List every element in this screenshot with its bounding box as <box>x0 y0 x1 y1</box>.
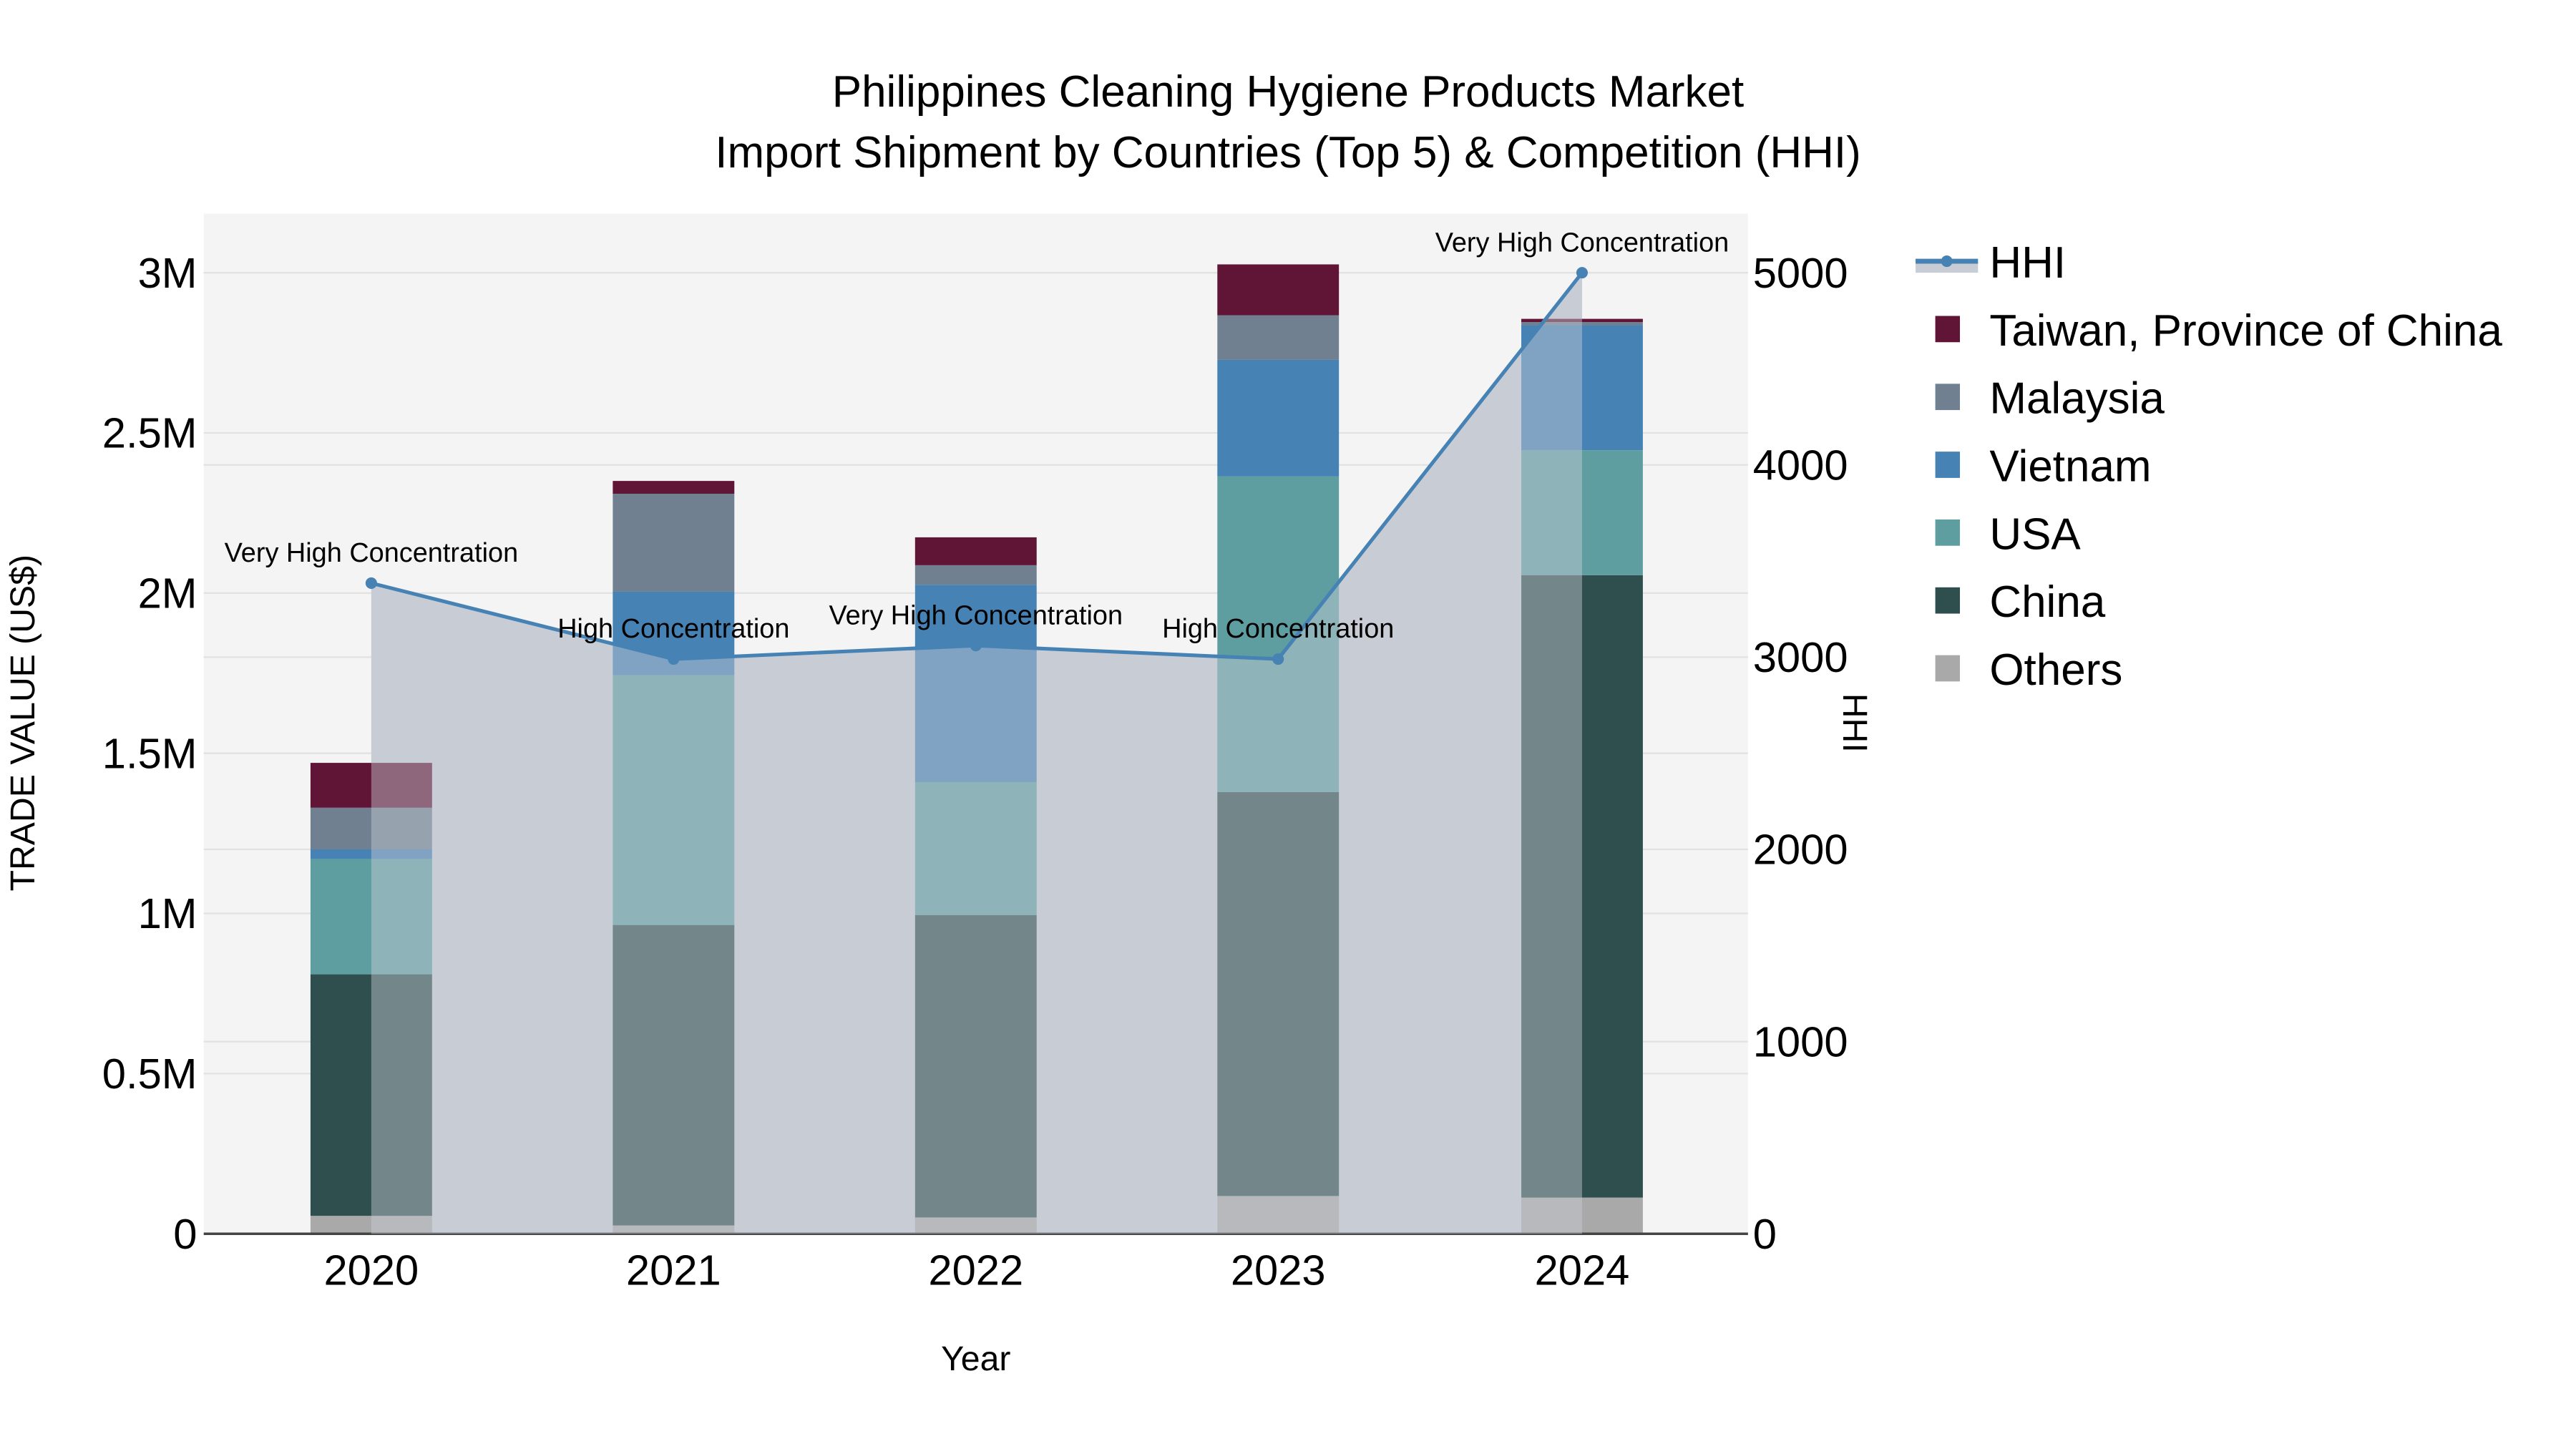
chart-title: Philippines Cleaning Hygiene Products Ma… <box>832 67 1744 117</box>
hhi-point <box>1576 267 1589 279</box>
hhi-annotation: High Concentration <box>557 614 789 644</box>
bar-segment <box>914 585 1037 782</box>
legend-label: USA <box>1989 509 2081 559</box>
hhi-point <box>970 640 982 652</box>
bar-segment <box>310 849 432 859</box>
legend-label: HHI <box>1989 238 2066 288</box>
bar-segment <box>310 859 432 975</box>
bar-segment <box>613 675 735 925</box>
y-axis-ticks: 0 0.5M 1M 1.5M 2M 2.5M 3M <box>102 249 197 1258</box>
legend-swatch-icon <box>1935 519 1961 546</box>
bar-segment <box>1521 325 1643 451</box>
bar-segment <box>914 565 1037 585</box>
y2-tick-label: 1000 <box>1753 1018 1848 1065</box>
legend-item[interactable]: Taiwan, Province of China <box>1935 306 2503 356</box>
x-tick-label: 2021 <box>626 1246 721 1294</box>
bar-segment <box>1521 450 1643 575</box>
y2-tick-label: 5000 <box>1753 249 1848 297</box>
y2-tick-label: 2000 <box>1753 826 1848 874</box>
bar-segment <box>1217 315 1340 360</box>
bar-segment <box>914 781 1037 915</box>
legend-label: Taiwan, Province of China <box>1989 306 2502 356</box>
bar-segment <box>1521 1197 1643 1234</box>
legend-label: Others <box>1989 645 2122 695</box>
bar-segment <box>613 924 735 1226</box>
legend-item[interactable]: China <box>1935 577 2106 627</box>
y2-tick-label: 3000 <box>1753 633 1848 681</box>
y2-axis-ticks: 0 1000 2000 3000 4000 5000 <box>1753 249 1848 1258</box>
bar-segment <box>1217 264 1340 316</box>
bar-segment <box>914 1217 1037 1234</box>
x-tick-label: 2024 <box>1535 1246 1630 1294</box>
y-tick-label: 1M <box>138 889 197 937</box>
legend-item[interactable]: HHI <box>1916 238 2066 288</box>
bar-segment <box>310 1216 432 1234</box>
hhi-line <box>365 267 1589 1234</box>
legend-swatch-icon <box>1935 384 1961 411</box>
y-tick-label: 2.5M <box>102 409 197 457</box>
line-marker-icon <box>1941 255 1953 268</box>
bar-segment <box>1217 476 1340 792</box>
x-tick-label: 2020 <box>323 1246 419 1294</box>
bar-segment <box>310 807 432 849</box>
bar-segment <box>310 974 432 1216</box>
bar-segment <box>613 1225 735 1234</box>
bar-segment <box>310 763 432 808</box>
hhi-annotation: Very High Concentration <box>1435 228 1729 258</box>
legend-item[interactable]: USA <box>1935 509 2082 559</box>
legend-label: Malaysia <box>1989 374 2165 424</box>
bar-segment <box>1521 575 1643 1198</box>
hhi-point <box>668 653 680 665</box>
bar-segment <box>1217 359 1340 477</box>
y2-tick-label: 4000 <box>1753 441 1848 489</box>
y2-axis-label: HHI <box>1835 693 1874 753</box>
y2-tick-label: 0 <box>1753 1210 1777 1258</box>
bar-segment <box>613 481 735 494</box>
hhi-annotation: High Concentration <box>1162 614 1394 644</box>
legend: HHI Taiwan, Province of China Malaysia Viet… <box>1916 238 2502 695</box>
y-tick-label: 0 <box>173 1210 197 1258</box>
y-tick-label: 2M <box>138 569 197 617</box>
legend-label: Vietnam <box>1989 441 2151 491</box>
legend-label: China <box>1989 577 2105 627</box>
legend-swatch-icon <box>1935 452 1961 478</box>
hhi-annotation: Very High Concentration <box>829 600 1123 630</box>
legend-swatch-icon <box>1935 587 1961 614</box>
bar-segment <box>1521 322 1643 326</box>
legend-item[interactable]: Vietnam <box>1935 441 2152 491</box>
bar-segment <box>613 494 735 592</box>
y-tick-label: 3M <box>138 249 197 297</box>
legend-swatch-icon <box>1935 655 1961 682</box>
bar-segment <box>1217 791 1340 1196</box>
x-axis-ticks: 2020 2021 2022 2023 2024 <box>323 1246 1629 1294</box>
stacked-bars <box>310 264 1643 1234</box>
bar-segment <box>1521 318 1643 323</box>
bar-segment <box>914 537 1037 565</box>
y-tick-label: 0.5M <box>102 1050 197 1098</box>
bar-segment <box>1217 1196 1340 1234</box>
legend-item[interactable]: Malaysia <box>1935 374 2165 424</box>
bar-segment <box>914 914 1037 1218</box>
legend-swatch-icon <box>1935 316 1961 343</box>
hhi-point <box>365 577 377 589</box>
hhi-point <box>1272 653 1284 665</box>
x-tick-label: 2022 <box>928 1246 1023 1294</box>
y-axis-label: TRADE VALUE (US$) <box>4 555 42 892</box>
x-tick-label: 2023 <box>1231 1246 1326 1294</box>
x-axis-label: Year <box>941 1340 1010 1378</box>
y-tick-label: 1.5M <box>102 729 197 777</box>
hhi-annotation: Very High Concentration <box>225 538 519 568</box>
hhi-annotations: Very High Concentration High Concentratio… <box>225 228 1729 644</box>
legend-item[interactable]: Others <box>1935 645 2123 695</box>
chart-subtitle: Import Shipment by Countries (Top 5) & C… <box>715 128 1860 177</box>
